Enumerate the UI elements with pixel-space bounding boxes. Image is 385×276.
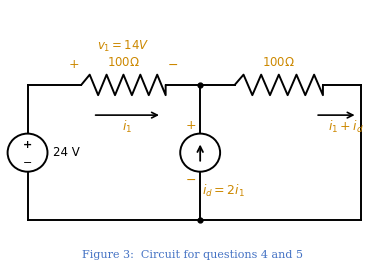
Text: $i_1 + i_d$: $i_1 + i_d$ bbox=[328, 119, 364, 135]
Text: $v_1 = 14V$: $v_1 = 14V$ bbox=[97, 39, 150, 54]
Text: +: + bbox=[185, 119, 196, 132]
Text: $i_1$: $i_1$ bbox=[122, 119, 132, 135]
Text: +: + bbox=[69, 58, 80, 71]
Text: $100\Omega$: $100\Omega$ bbox=[262, 56, 295, 69]
Text: +: + bbox=[23, 140, 32, 150]
Text: $-$: $-$ bbox=[185, 173, 196, 186]
Text: 24 V: 24 V bbox=[53, 146, 80, 159]
Text: $i_d = 2i_1$: $i_d = 2i_1$ bbox=[202, 183, 244, 199]
Text: $-$: $-$ bbox=[22, 156, 33, 166]
Text: $-$: $-$ bbox=[167, 58, 178, 71]
Text: $100\Omega$: $100\Omega$ bbox=[107, 56, 140, 69]
Text: Figure 3:  Circuit for questions 4 and 5: Figure 3: Circuit for questions 4 and 5 bbox=[82, 250, 303, 260]
